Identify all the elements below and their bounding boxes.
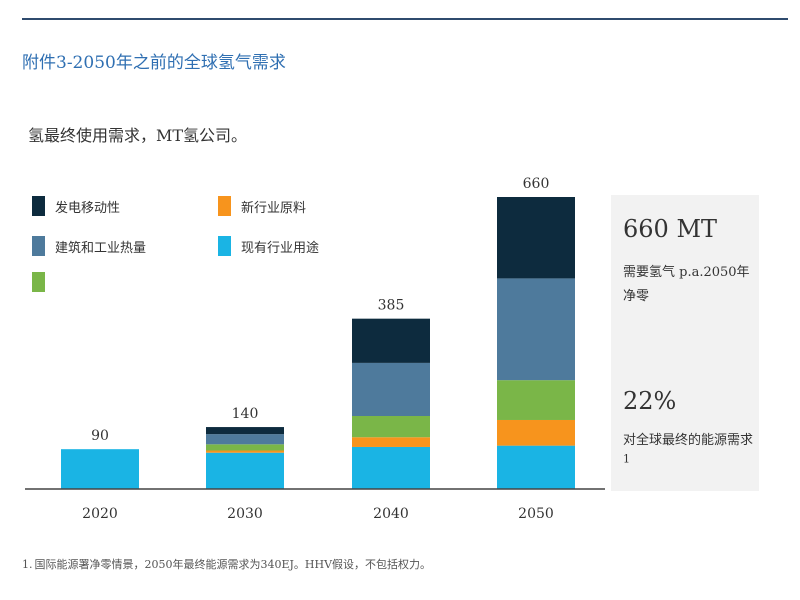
bar-segment	[352, 446, 430, 489]
bar-segment	[497, 380, 575, 420]
x-tick-label: 2030	[227, 506, 263, 522]
legend-label: 建筑和工业热量	[55, 240, 147, 256]
panel-total-demand-desc: 需要氢气 p.a.2050年净零	[623, 265, 750, 304]
bar-segment	[206, 427, 284, 435]
footnote: 1. 国际能源署净零情景，2050年最终能源需求为340EJ。HHV假设，不包括权…	[22, 556, 431, 572]
footnote-marker: 1.	[22, 558, 33, 571]
legend: 发电移动性 新行业原料 建筑和工业热量 现有行业用途	[32, 196, 362, 306]
bar-segment	[206, 450, 284, 453]
bar-segment	[497, 197, 575, 279]
legend-item-green-unlabeled	[32, 272, 55, 292]
panel-total-demand: 660 MT	[623, 215, 718, 243]
exhibit-title: 附件3-2050年之前的全球氢气需求	[22, 53, 286, 73]
x-tick-label: 2020	[82, 506, 118, 522]
footnote-ref: 1	[623, 452, 630, 466]
bar-segment	[352, 416, 430, 438]
side-panel: 660 MT 需要氢气 p.a.2050年净零 22% 对全球最终的能源需求 1	[611, 195, 759, 491]
legend-label: 发电移动性	[55, 200, 121, 216]
bar-segment	[352, 362, 430, 416]
panel-share: 22%	[623, 387, 677, 415]
bar-segment	[206, 444, 284, 451]
legend-swatch	[32, 236, 45, 256]
bar-segment	[497, 445, 575, 489]
chart-subtitle: 氢最终使用需求，MT氢公司。	[28, 126, 248, 145]
bar-segment	[352, 437, 430, 447]
bar-total-label: 660	[523, 176, 550, 192]
x-tick-label: 2040	[373, 506, 409, 522]
legend-label: 新行业原料	[241, 200, 307, 216]
legend-swatch	[218, 236, 231, 256]
legend-swatch	[218, 196, 231, 216]
bar-segment	[206, 452, 284, 489]
bar-segment	[352, 318, 430, 363]
bar-segment	[497, 278, 575, 381]
bar-segment	[61, 449, 139, 489]
panel-share-desc-text: 对全球最终的能源需求	[623, 433, 754, 448]
legend-item-power-mobility: 发电移动性	[32, 196, 120, 216]
legend-swatch	[32, 272, 45, 292]
bar-total-label: 90	[91, 428, 109, 444]
legend-item-new-industry-feedstock: 新行业原料	[218, 196, 306, 216]
legend-swatch	[32, 196, 45, 216]
top-rule	[22, 18, 788, 20]
label-group: 90 2020 140 2030 385 2040 660 2050	[82, 176, 554, 522]
footnote-text: 国际能源署净零情景，2050年最终能源需求为340EJ。HHV假设，不包括权力。	[34, 558, 432, 571]
bar-total-label: 140	[232, 406, 259, 422]
bar-segment	[497, 419, 575, 446]
panel-share-desc: 对全球最终的能源需求 1	[623, 429, 753, 477]
legend-item-building-industry-heat: 建筑和工业热量	[32, 236, 146, 256]
bar-total-label: 385	[378, 298, 405, 314]
x-tick-label: 2050	[518, 506, 554, 522]
legend-item-existing-industry-uses: 现有行业用途	[218, 236, 319, 256]
bar-segment	[206, 434, 284, 445]
legend-label: 现有行业用途	[241, 240, 320, 256]
bar-group	[61, 197, 575, 489]
